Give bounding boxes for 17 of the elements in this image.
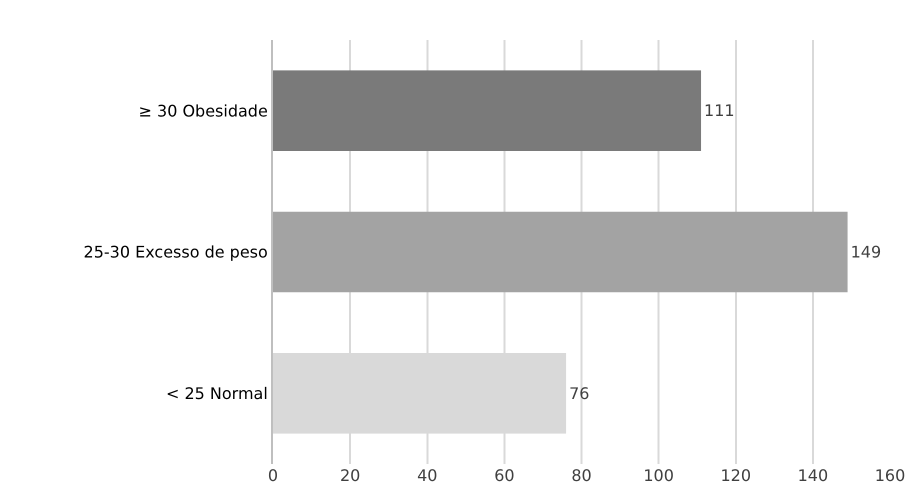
bar (273, 212, 848, 292)
x-tick-label: 40 (417, 466, 438, 485)
x-tick-label: 0 (268, 466, 278, 485)
data-label: 111 (704, 101, 735, 120)
data-label: 76 (569, 384, 590, 403)
y-tick-label: 25-30 Excesso de peso (84, 242, 268, 262)
bar (273, 70, 702, 151)
data-label: 149 (850, 242, 882, 262)
x-tick-label: 160 (874, 466, 906, 485)
x-tick-label: 60 (494, 466, 515, 485)
x-tick-label: 80 (571, 466, 592, 485)
x-tick-label: 140 (798, 466, 828, 485)
y-tick-label: < 25 Normal (166, 384, 268, 403)
x-tick-label: 100 (643, 466, 674, 485)
y-tick-label: ≥ 30 Obesidade (138, 101, 268, 120)
x-tick-label: 20 (340, 466, 360, 485)
x-tick-label: 120 (720, 466, 752, 485)
